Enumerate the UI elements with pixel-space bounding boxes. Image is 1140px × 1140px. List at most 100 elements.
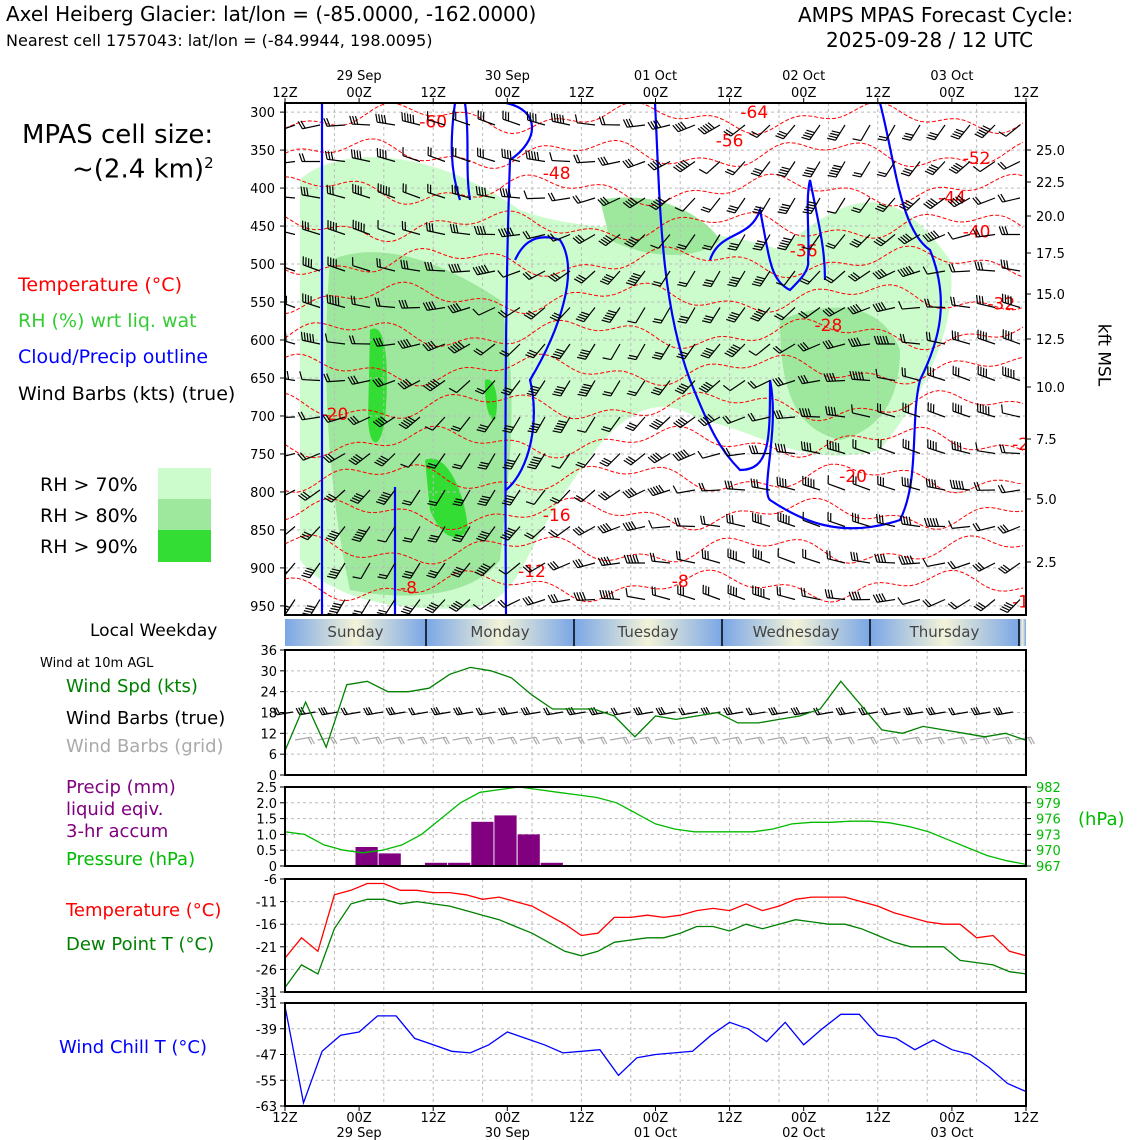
barb-staff [826, 379, 846, 383]
legend-wind-speed: Wind Spd (kts) [66, 676, 198, 697]
wind-barb [372, 337, 396, 347]
barb-feather [529, 112, 532, 121]
barb-feather [648, 204, 657, 211]
barb-feather [501, 502, 511, 506]
wind-barb-true [408, 707, 429, 716]
barb-feather [901, 367, 904, 376]
barb-staff [977, 450, 996, 455]
wind-barb [750, 161, 771, 177]
barb-feather [479, 148, 482, 158]
barb-feather [978, 295, 981, 305]
barb-feather [973, 605, 982, 612]
barb-feather [504, 497, 514, 501]
barb-staff [407, 453, 421, 468]
barb-staff [534, 380, 546, 396]
barb-feather [852, 272, 861, 279]
barb-feather [777, 211, 787, 215]
barb-feather [1010, 332, 1013, 341]
barb-feather [904, 477, 906, 487]
wind-barb [976, 294, 996, 309]
barb-feather [680, 161, 688, 168]
barb-feather [705, 415, 713, 422]
wind-barb [622, 487, 646, 499]
wind-barb-true [745, 707, 766, 716]
barb-feather [349, 499, 359, 504]
barb-staff [427, 154, 446, 163]
barb-feather [497, 311, 506, 318]
barb-staff [303, 452, 321, 461]
barb-feather [528, 463, 538, 467]
barb-feather [449, 223, 453, 233]
barb-feather [603, 391, 613, 395]
barb-feather [930, 164, 939, 169]
barb-feather [970, 707, 976, 716]
barb-feather [874, 553, 878, 563]
wind-barb-grid [587, 736, 608, 745]
barb-feather [750, 380, 757, 388]
barb-feather [278, 294, 283, 303]
barb-feather [879, 476, 882, 486]
hpa-axis-label: (hPa) [1078, 809, 1125, 830]
barb-feather [930, 706, 936, 715]
barb-feather [902, 267, 909, 276]
barb-feather [352, 415, 360, 423]
barb-feather [750, 478, 753, 487]
barb-staff [879, 736, 896, 741]
barb-feather [975, 706, 981, 715]
wind-barb [575, 307, 596, 323]
wind-barb [475, 186, 496, 199]
barb-feather [827, 137, 836, 141]
barb-feather [602, 426, 612, 430]
wind-barb [502, 416, 521, 434]
barb-feather [808, 201, 817, 205]
barb-staff [755, 343, 771, 356]
barb-feather [328, 573, 338, 577]
barb-feather [927, 199, 936, 206]
barb-feather [522, 566, 530, 573]
wind-barb [876, 403, 896, 418]
bottom-tick-label: 00Z [346, 1111, 372, 1126]
barb-feather [847, 737, 853, 745]
barb-feather [480, 111, 482, 120]
wind-barb [700, 343, 721, 359]
barb-feather [285, 607, 289, 611]
wind-barb [849, 234, 871, 248]
barb-staff [772, 711, 789, 716]
wind-barb-grid [699, 736, 720, 745]
barb-feather [527, 466, 536, 470]
wind-barb [750, 478, 771, 491]
barb-feather [774, 315, 783, 321]
barb-staff [481, 562, 496, 577]
wind-barb [898, 555, 921, 565]
barb-feather [405, 378, 413, 386]
barb-staff [909, 124, 921, 141]
barb-feather [705, 279, 715, 283]
wind-barb [447, 302, 471, 314]
barb-feather [703, 317, 713, 321]
top-tick-label: 00Z [643, 86, 669, 101]
wind-barb [873, 234, 896, 247]
barb-feather [760, 588, 762, 597]
barb-feather [777, 377, 784, 385]
barb-feather [503, 499, 512, 504]
barb-feather [781, 203, 791, 207]
wind-barb [802, 197, 821, 215]
temperature-label: -36 [790, 241, 818, 261]
wind-barb [278, 294, 296, 309]
barb-staff [503, 598, 521, 608]
barb-staff [474, 736, 491, 741]
barb-feather [458, 706, 463, 715]
barb-feather [750, 412, 756, 421]
barb-feather [926, 517, 931, 527]
barb-staff [924, 736, 941, 741]
barb-staff [810, 161, 821, 178]
barb-staff [483, 526, 496, 542]
barb-feather [880, 439, 882, 449]
barb-feather [950, 707, 956, 715]
barb-feather [930, 403, 932, 412]
temperature-label: -8 [672, 572, 689, 592]
top-tick-label: 00Z [495, 86, 521, 101]
barb-staff [727, 711, 744, 716]
barb-feather [655, 199, 664, 205]
barb-feather [902, 333, 906, 343]
